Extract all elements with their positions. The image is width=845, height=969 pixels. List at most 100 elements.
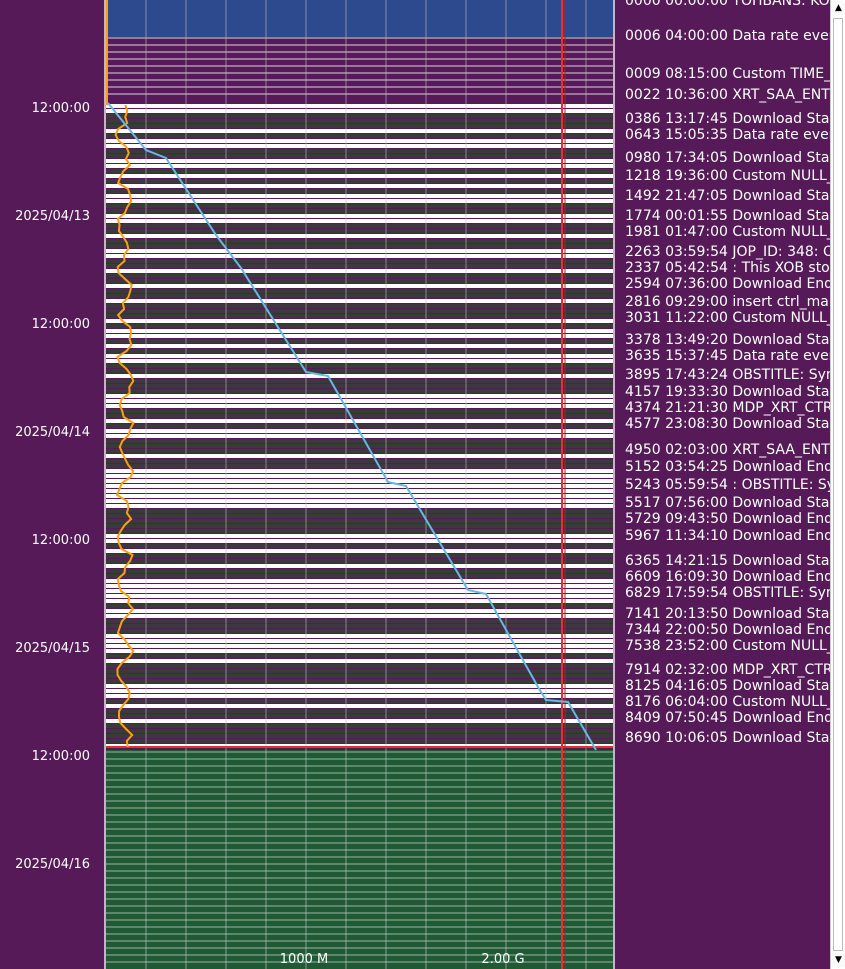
scrollbar-thumb[interactable] (833, 18, 843, 951)
schedule-row (106, 259, 613, 263)
event-item[interactable]: 2263 03:59:54 JOP_ID: 348: OB (625, 244, 830, 260)
event-item[interactable]: 6829 17:59:54 OBSTITLE: Synop (625, 585, 830, 601)
schedule-row (106, 199, 613, 203)
schedule-row (106, 659, 613, 663)
schedule-row (106, 394, 613, 398)
schedule-row (106, 534, 613, 538)
event-item[interactable]: 1981 01:47:00 Custom NULL_DU (625, 224, 830, 240)
past-band (106, 0, 613, 37)
event-item[interactable]: 0022 10:36:00 XRT_SAA_ENTR (625, 87, 830, 103)
schedule-row (106, 314, 613, 318)
schedule-row (106, 634, 613, 638)
schedule-row (106, 244, 613, 248)
timeline-canvas[interactable] (106, 0, 613, 969)
event-item[interactable]: 1492 21:47:05 Download Start (625, 188, 830, 204)
schedule-row (106, 369, 613, 373)
event-item[interactable]: 8176 06:04:00 Custom NULL_DU (625, 694, 830, 710)
schedule-row (106, 594, 613, 598)
schedule-row (106, 539, 613, 543)
event-item[interactable]: 7914 02:32:00 MDP_XRT_CTRL (625, 662, 830, 678)
schedule-row (106, 564, 613, 568)
event-item[interactable]: 8125 04:16:05 Download Start (625, 678, 830, 694)
schedule-row (106, 719, 613, 723)
cumulative-data-line (107, 102, 597, 751)
event-item[interactable]: 1218 19:36:00 Custom NULL_DU (625, 168, 830, 184)
schedule-row (106, 669, 613, 673)
schedule-row (106, 299, 613, 303)
event-item[interactable]: 5967 11:34:10 Download End (625, 528, 830, 544)
schedule-row (106, 139, 613, 143)
schedule-row (106, 134, 613, 138)
event-item[interactable]: 3031 11:22:00 Custom NULL_DU (625, 310, 830, 326)
event-item[interactable]: 4577 23:08:30 Download Start (625, 416, 830, 432)
schedule-row (106, 204, 613, 208)
event-item[interactable]: 2337 05:42:54 : This XOB stops (625, 260, 830, 276)
schedule-row (106, 294, 613, 298)
schedule-row (106, 464, 613, 468)
schedule-row (106, 519, 613, 523)
event-item[interactable]: 5517 07:56:00 Download Start (625, 495, 830, 511)
time-label: 12:00:00 (31, 101, 90, 116)
schedule-row (106, 154, 613, 158)
schedule-row (106, 629, 613, 633)
event-item[interactable]: 1774 00:01:55 Download Start (625, 208, 830, 224)
schedule-row (106, 164, 613, 168)
schedule-row (106, 689, 613, 693)
vertical-scrollbar[interactable]: ▲ ▼ (830, 0, 845, 969)
schedule-row (106, 569, 613, 573)
event-item[interactable]: 6609 16:09:30 Download End (625, 569, 830, 585)
schedule-row (106, 679, 613, 683)
event-item[interactable]: 5243 05:59:54 : OBSTITLE: Syno (625, 477, 830, 493)
event-item[interactable]: 7344 22:00:50 Download End (625, 622, 830, 638)
event-item[interactable]: 0643 15:05:35 Data rate event: D (625, 127, 830, 143)
triangle-down-icon[interactable]: ▼ (831, 953, 845, 967)
schedule-row (106, 739, 613, 743)
schedule-row (106, 319, 613, 323)
schedule-row (106, 274, 613, 278)
schedule-row (106, 724, 613, 728)
schedule-row (106, 549, 613, 553)
schedule-row (106, 214, 613, 218)
schedule-row (106, 234, 613, 238)
schedule-row (106, 729, 613, 733)
schedule-row (106, 619, 613, 623)
event-item[interactable]: 2816 09:29:00 insert ctrl_manu u (625, 294, 830, 310)
event-item[interactable]: 3895 17:43:24 OBSTITLE: Synop (625, 367, 830, 383)
schedule-row (106, 284, 613, 288)
x-tick-label: 2.00 G (481, 952, 525, 967)
event-item[interactable]: 3635 15:37:45 Data rate event: D (625, 348, 830, 364)
event-item[interactable]: 0980 17:34:05 Download Start (625, 150, 830, 166)
triangle-up-icon[interactable]: ▲ (831, 1, 845, 15)
event-list[interactable]: 0000 00:00:00 TOHBANS: KOTA 0006 04:00:0… (625, 0, 830, 969)
schedule-row (106, 264, 613, 268)
event-item[interactable]: 7538 23:52:00 Custom NULL_DU (625, 638, 830, 654)
schedule-row (106, 509, 613, 513)
event-item[interactable]: 0386 13:17:45 Download Start (625, 111, 830, 127)
schedule-row (106, 419, 613, 423)
date-label: 2025/04/15 (15, 641, 90, 656)
schedule-row (106, 734, 613, 738)
schedule-row (106, 249, 613, 253)
schedule-row (106, 404, 613, 408)
event-item[interactable]: 6365 14:21:15 Download Start (625, 553, 830, 569)
timeline-plot[interactable] (104, 0, 615, 969)
event-item[interactable]: 4374 21:21:30 MDP_XRT_CTRL (625, 400, 830, 416)
event-item[interactable]: 7141 20:13:50 Download Start (625, 606, 830, 622)
event-item[interactable]: 0000 00:00:00 TOHBANS: KOTA (625, 0, 830, 9)
event-item[interactable]: 5152 03:54:25 Download End (625, 459, 830, 475)
schedule-row (106, 699, 613, 703)
event-item[interactable]: 0006 04:00:00 Data rate event: D (625, 28, 830, 44)
event-item[interactable]: 4157 19:33:30 Download Start (625, 384, 830, 400)
schedule-row (106, 159, 613, 163)
event-item[interactable]: 5729 09:43:50 Download End (625, 511, 830, 527)
schedule-row (106, 289, 613, 293)
event-item[interactable]: 3378 13:49:20 Download Start (625, 332, 830, 348)
event-item[interactable]: 2594 07:36:00 Download End (625, 276, 830, 292)
schedule-row (106, 484, 613, 488)
schedule-row (106, 309, 613, 313)
schedule-row (106, 449, 613, 453)
event-item[interactable]: 8409 07:50:45 Download End (625, 710, 830, 726)
event-item[interactable]: 0009 08:15:00 Custom TIME_CH (625, 66, 830, 82)
event-item[interactable]: 8690 10:06:05 Download Start (625, 730, 830, 746)
event-item[interactable]: 4950 02:03:00 XRT_SAA_ENTR (625, 442, 830, 458)
